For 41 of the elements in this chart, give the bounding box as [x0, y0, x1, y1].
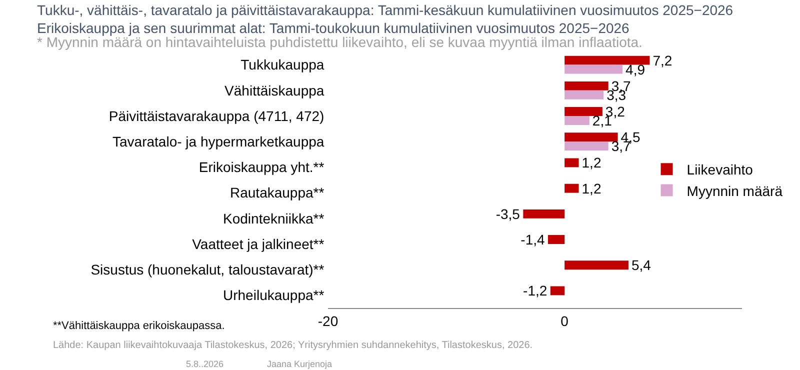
bar [523, 209, 565, 218]
y-tick-label: Sisustus (huonekalut, taloustavarat)** [90, 262, 325, 278]
text: 5.8..2026 [186, 359, 224, 369]
bar [564, 107, 602, 116]
bar [564, 56, 650, 65]
data-label: 4,9 [626, 61, 646, 78]
bar [564, 64, 623, 74]
data-label: -1,2 [523, 282, 548, 299]
bar [564, 184, 579, 193]
data-label: 1,2 [582, 154, 602, 171]
bar [564, 132, 618, 142]
bar [564, 158, 579, 168]
text: Jaana Kurjenoja [267, 359, 332, 369]
x-tick-label: 0 [560, 312, 569, 329]
y-tick-label: Tukkukauppa [240, 56, 324, 73]
data-label: 1,2 [582, 180, 602, 196]
bar [564, 116, 590, 125]
bar [548, 235, 565, 244]
data-label: -3,5 [496, 206, 520, 222]
text: Lähde: Kaupan liikevaihtokuvaaja Tilastokeskus, 2026; Yritysryhmien suhdannekehitys, Tilastokeskus, 2026. [53, 340, 533, 351]
legend-label: Liikevaihto [686, 162, 754, 178]
x-tick-label: -20 [318, 312, 338, 329]
bar [564, 260, 628, 270]
bar [564, 142, 608, 151]
data-label: -1,4 [520, 232, 546, 248]
y-tick-label: Tavaratalo- ja hypermarketkauppa [112, 134, 324, 150]
bar [550, 286, 565, 296]
y-tick-label: Vähittäiskauppa [224, 82, 324, 98]
bar [564, 90, 604, 100]
y-tick-label: Kodintekniikka** [223, 210, 325, 226]
y-tick-label: Urheilukauppa** [223, 287, 325, 304]
data-label: 7,2 [652, 52, 672, 68]
text: **Vähittäiskauppa erikoiskaupassa. [53, 320, 225, 332]
legend-label: Myynnin määrä [686, 182, 783, 199]
y-tick-label: Erikoiskauppa yht.** [198, 159, 325, 176]
y-tick-label: Vaatteet ja jalkineet** [192, 236, 325, 252]
data-label: 5,4 [631, 257, 652, 274]
chart-title: Tukku-, vähittäis-, tavaratalo ja päivittäistavarakauppa: Tammi-kesäkuun kumulatiivinen vuosimuutos 2025−2026 Erikoiskauppa ja sen suurimmat alat: Tammi-toukokuun kumulatiivinen vuosimuutos 2025−2026 [37, 2, 734, 36]
bar [564, 81, 608, 90]
y-tick-label: Rautakauppa** [230, 184, 325, 201]
y-tick-label: Päivittäistavarakauppa (4711, 472) [108, 108, 324, 124]
